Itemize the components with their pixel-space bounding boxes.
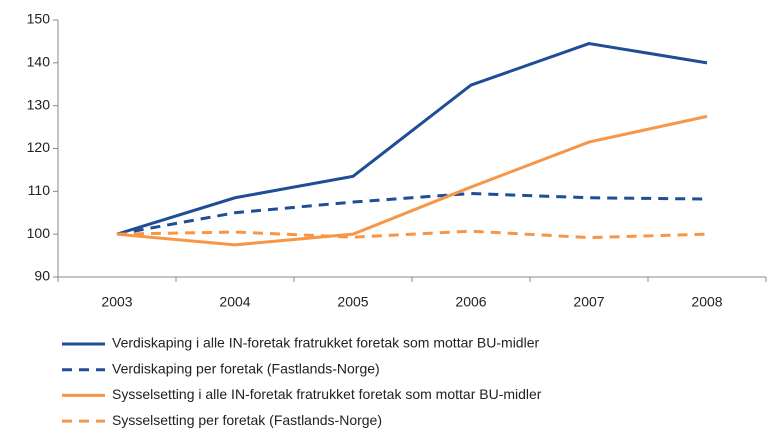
series-line [116,42,708,236]
y-tick-label: 150 [27,11,51,27]
x-tick-label: 2008 [691,294,722,310]
x-tick-label: 2005 [337,294,368,310]
y-tick-label: 110 [28,182,51,198]
x-tick-label: 2003 [101,294,132,310]
series-line [116,114,708,247]
y-tick-label: 100 [27,225,51,241]
y-tick-label: 90 [34,268,50,284]
x-tick-label: 2004 [219,294,250,310]
legend-label: Sysselsetting per foretak (Fastlands-Nor… [112,412,382,428]
legend-label: Verdiskaping per foretak (Fastlands-Norg… [112,360,380,376]
series-line [116,191,708,236]
y-tick-label: 120 [27,139,51,155]
y-tick-label: 130 [27,96,51,112]
legend-label: Verdiskaping i alle IN-foretak fratrukke… [112,335,539,351]
x-tick-label: 2007 [573,294,604,310]
x-tick-label: 2006 [455,294,486,310]
series-line [116,229,708,240]
legend-label: Sysselsetting i alle IN-foretak fratrukk… [112,386,542,402]
y-tick-label: 140 [27,54,51,70]
